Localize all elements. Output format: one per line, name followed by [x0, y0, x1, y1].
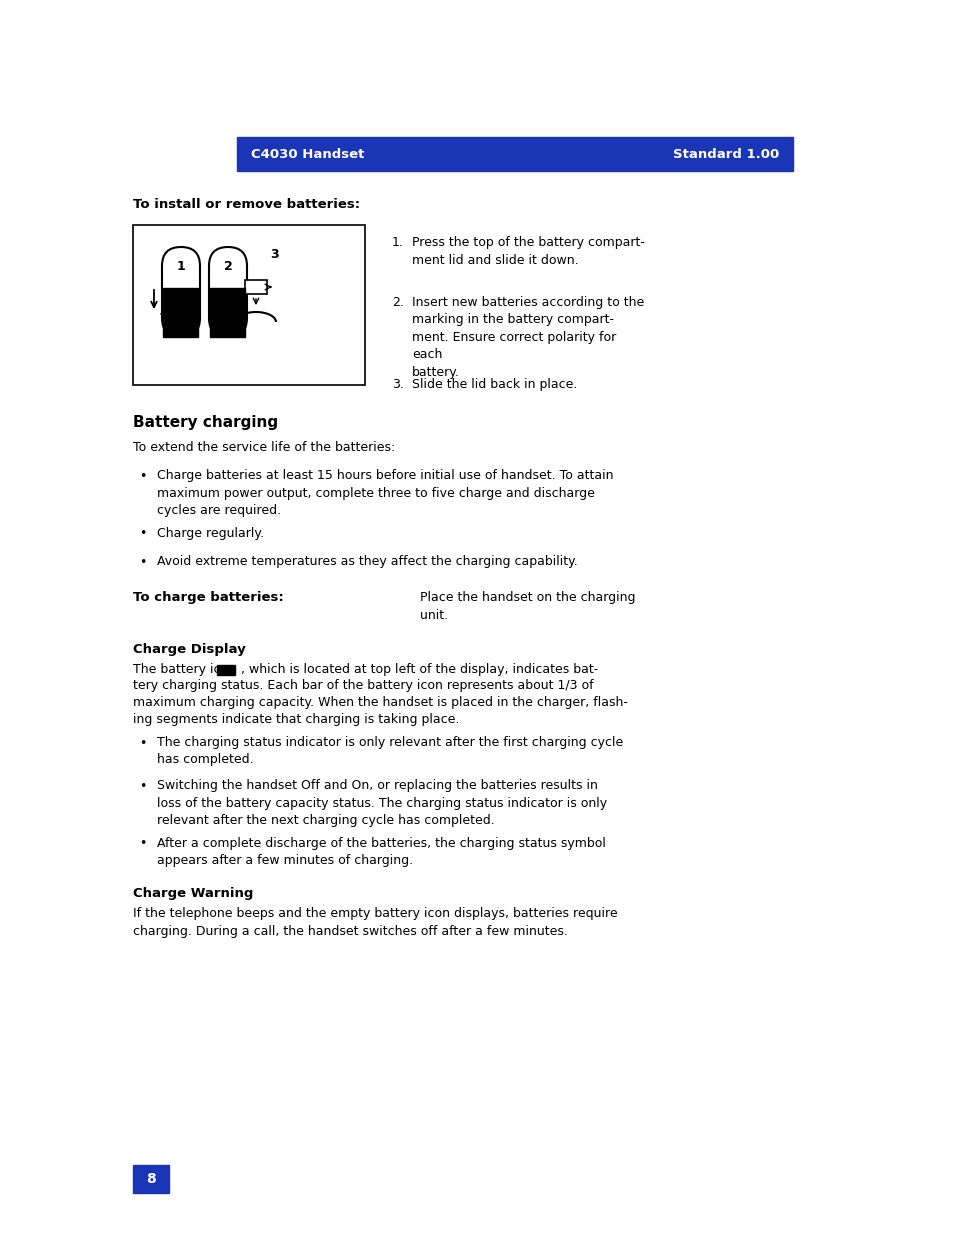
- Bar: [163, 288, 198, 337]
- FancyBboxPatch shape: [162, 247, 200, 337]
- Text: To charge batteries:: To charge batteries:: [132, 592, 283, 604]
- Text: 2: 2: [223, 261, 233, 273]
- Text: •: •: [139, 527, 146, 541]
- Bar: [211, 288, 245, 337]
- Bar: [217, 664, 235, 674]
- Text: Insert new batteries according to the
marking in the battery compart-
ment. Ensu: Insert new batteries according to the ma…: [412, 296, 643, 379]
- Text: 2.: 2.: [392, 296, 403, 309]
- Text: tery charging status. Each bar of the battery icon represents about 1/3 of
maxim: tery charging status. Each bar of the ba…: [132, 678, 627, 726]
- Text: After a complete discharge of the batteries, the charging status symbol
appears : After a complete discharge of the batter…: [157, 836, 605, 867]
- Bar: [132, 225, 365, 385]
- Text: Press the top of the battery compart-
ment lid and slide it down.: Press the top of the battery compart- me…: [412, 236, 644, 267]
- Text: C4030 Handset: C4030 Handset: [251, 147, 364, 161]
- Text: •: •: [139, 737, 146, 750]
- Text: 1: 1: [176, 261, 185, 273]
- Text: 8: 8: [146, 1172, 155, 1186]
- Bar: [245, 280, 267, 294]
- Text: Switching the handset Off and On, or replacing the batteries results in
loss of : Switching the handset Off and On, or rep…: [157, 779, 606, 827]
- Text: Charge batteries at least 15 hours before initial use of handset. To attain
maxi: Charge batteries at least 15 hours befor…: [157, 469, 613, 517]
- Text: Charge Warning: Charge Warning: [132, 888, 253, 900]
- Text: To extend the service life of the batteries:: To extend the service life of the batter…: [132, 441, 395, 454]
- Bar: [236, 137, 792, 170]
- FancyBboxPatch shape: [162, 299, 200, 337]
- Text: Charge regularly.: Charge regularly.: [157, 526, 264, 540]
- Text: , which is located at top left of the display, indicates bat-: , which is located at top left of the di…: [237, 663, 598, 677]
- Text: 1.: 1.: [392, 236, 403, 249]
- Text: 3: 3: [271, 248, 279, 262]
- Text: If the telephone beeps and the empty battery icon displays, batteries require
ch: If the telephone beeps and the empty bat…: [132, 908, 617, 939]
- Text: Charge Display: Charge Display: [132, 643, 246, 657]
- Text: Avoid extreme temperatures as they affect the charging capability.: Avoid extreme temperatures as they affec…: [157, 555, 578, 568]
- Text: •: •: [139, 781, 146, 793]
- Text: 3.: 3.: [392, 378, 403, 391]
- FancyBboxPatch shape: [209, 299, 247, 337]
- Text: The charging status indicator is only relevant after the first charging cycle
ha: The charging status indicator is only re…: [157, 736, 622, 767]
- Text: •: •: [139, 471, 146, 483]
- Text: Battery charging: Battery charging: [132, 415, 278, 430]
- Bar: [132, 1165, 169, 1193]
- Text: •: •: [139, 556, 146, 569]
- Text: Standard 1.00: Standard 1.00: [672, 147, 779, 161]
- Text: The battery icon: The battery icon: [132, 663, 235, 677]
- Text: To install or remove batteries:: To install or remove batteries:: [132, 198, 359, 211]
- Text: Place the handset on the charging
unit.: Place the handset on the charging unit.: [419, 592, 635, 622]
- Text: Slide the lid back in place.: Slide the lid back in place.: [412, 378, 577, 391]
- FancyBboxPatch shape: [209, 247, 247, 337]
- Text: •: •: [139, 837, 146, 851]
